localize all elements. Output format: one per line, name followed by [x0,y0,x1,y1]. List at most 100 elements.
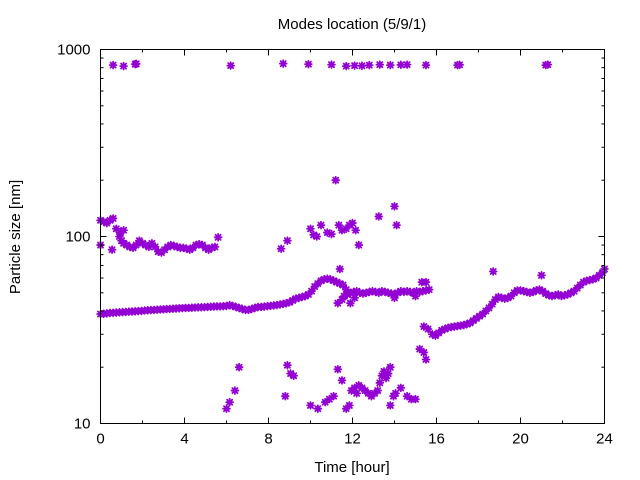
data-point [122,240,132,250]
data-point [383,369,393,378]
data-point [411,291,420,301]
data-point [141,240,150,250]
data-point [247,304,256,314]
y-tick-label: 10 [74,416,91,433]
data-point [402,60,412,69]
x-tick-label: 24 [596,431,613,448]
data-point [329,391,338,401]
data-point [462,319,472,329]
plot-frame [100,49,605,424]
data-point [312,232,322,241]
data-point [144,242,154,252]
data-point [207,243,217,253]
data-point [289,371,298,381]
chart-title: Modes location (5/9/1) [278,16,426,33]
data-point [283,360,292,370]
data-point [335,264,345,274]
data-point [386,401,395,410]
data-point [374,212,384,221]
data-point [365,60,374,70]
data-point [282,298,291,308]
data-point [421,60,431,70]
data-point [228,301,238,311]
data-point [411,394,420,404]
data-point [455,60,464,70]
data-point [579,277,588,287]
data-point [234,362,244,372]
data-point [341,61,351,71]
x-tick-label: 4 [180,431,188,448]
data-point [304,290,313,299]
data-point [309,230,318,240]
data-point [172,242,182,252]
axes: 0 4 8 12 16 20 24 10 100 1000 [57,42,613,448]
data-point [225,397,234,407]
data-point [119,238,128,248]
data-point [598,268,607,278]
data-point [543,60,553,69]
data-point [566,288,576,298]
data-point [304,59,313,69]
data-point [337,225,347,235]
data-point [285,297,294,307]
data-point [300,291,310,301]
data-point [150,242,160,252]
data-point [327,60,336,69]
y-axis-label: Particle size [nm] [7,180,24,294]
x-axis-label: Time [hour] [314,459,389,476]
data-point [333,364,343,374]
data-point [563,290,573,299]
data-point [222,301,231,311]
data-point [588,275,598,284]
y-tick-label: 1000 [57,42,90,59]
data-point [111,224,121,234]
data-point [138,238,147,248]
data-point [390,202,399,211]
data-point [334,220,344,230]
data-point [341,285,351,294]
data-point [396,60,406,70]
data-point [131,59,141,69]
data-point [391,389,400,398]
data-point [306,224,315,234]
data-point [326,275,335,284]
data-point [487,299,497,309]
data-point [337,295,347,304]
data-point [316,276,326,286]
data-point [323,228,332,237]
data-point [342,290,352,299]
data-point [541,289,550,298]
data-point [222,404,231,413]
data-point [281,391,290,401]
data-point [316,220,326,230]
x-tick-label: 20 [512,431,529,448]
data-point [428,329,437,339]
data-point [506,291,516,301]
data-point [386,60,395,70]
data-point [163,242,172,252]
data-point [350,293,359,303]
data-point [335,279,345,288]
data-point [119,61,128,71]
data-point [419,322,429,331]
data-point [225,300,234,310]
data-point [537,271,546,280]
data-point [379,367,389,376]
data-point [307,286,316,296]
data-point [415,344,424,354]
x-tick-label: 0 [96,431,104,448]
data-point [338,280,348,290]
data-point [386,362,395,372]
data-point [306,401,315,410]
data-point [234,303,244,313]
data-point [147,238,157,248]
data-points [96,59,609,413]
data-point [99,217,108,226]
data-point [115,232,124,241]
data-point [337,376,347,385]
data-point [231,302,241,312]
data-point [350,61,359,70]
data-point [325,394,334,404]
data-point [375,378,385,388]
data-point [278,59,288,68]
